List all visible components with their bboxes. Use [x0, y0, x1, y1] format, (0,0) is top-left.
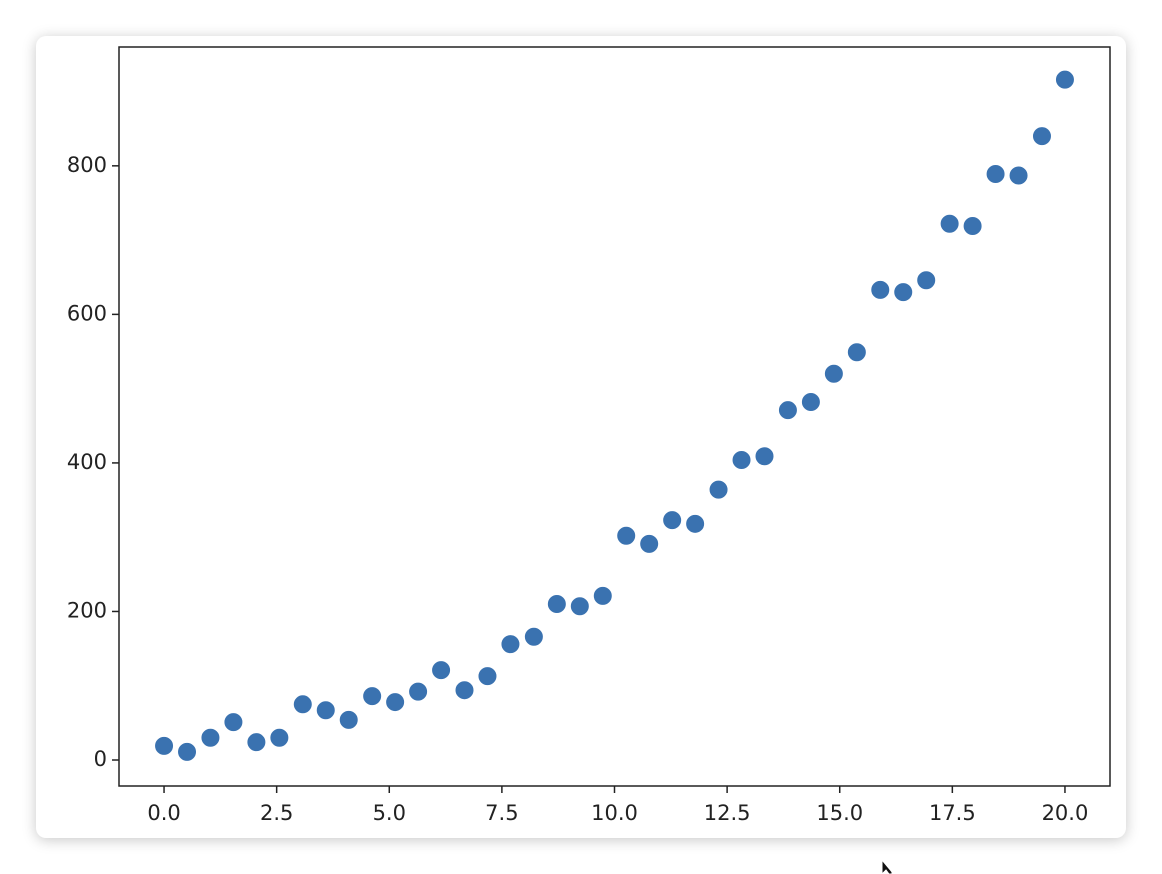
x-tick-label: 12.5: [704, 801, 751, 825]
point: [616, 525, 637, 546]
y-tick-label: 600: [67, 301, 107, 325]
x-tick-label: 20.0: [1042, 801, 1089, 825]
point: [823, 363, 844, 384]
point: [500, 634, 521, 655]
point: [338, 709, 359, 730]
point: [177, 741, 198, 762]
point: [639, 533, 660, 554]
x-tick-label: 0.0: [147, 801, 180, 825]
plot-frame: [118, 46, 1111, 787]
point: [777, 400, 798, 421]
point: [431, 660, 452, 681]
x-tick-label: 10.0: [591, 801, 638, 825]
x-tick-label: 5.0: [373, 801, 406, 825]
x-tick-label: 15.0: [816, 801, 863, 825]
x-tick-label: 7.5: [485, 801, 518, 825]
point: [477, 666, 498, 687]
point: [454, 680, 475, 701]
point: [870, 279, 891, 300]
point: [685, 513, 706, 534]
point: [708, 479, 729, 500]
point: [1054, 69, 1075, 90]
point: [985, 164, 1006, 185]
point: [200, 727, 221, 748]
point: [523, 626, 544, 647]
mouse-cursor: [881, 858, 893, 874]
point: [1031, 126, 1052, 147]
point: [939, 213, 960, 234]
point: [592, 585, 613, 606]
point: [800, 392, 821, 413]
point: [292, 694, 313, 715]
y-tick-label: 400: [67, 450, 107, 474]
point: [223, 712, 244, 733]
point: [846, 342, 867, 363]
point: [385, 692, 406, 713]
point: [962, 215, 983, 236]
point: [546, 594, 567, 615]
y-tick-label: 200: [67, 598, 107, 622]
x-tick-label: 17.5: [929, 801, 976, 825]
y-tick-label: 800: [67, 153, 107, 177]
point: [408, 681, 429, 702]
y-tick-label: 0: [94, 747, 107, 771]
point: [154, 735, 175, 756]
point: [754, 446, 775, 467]
point: [662, 510, 683, 531]
point: [246, 732, 267, 753]
x-tick-label: 2.5: [260, 801, 293, 825]
point: [1008, 165, 1029, 186]
point: [315, 700, 336, 721]
point: [269, 727, 290, 748]
point: [916, 270, 937, 291]
cursor-arrow: [881, 858, 893, 874]
point: [569, 596, 590, 617]
point: [731, 449, 752, 470]
point: [893, 282, 914, 303]
point: [362, 686, 383, 707]
chart-card: [36, 36, 1126, 838]
